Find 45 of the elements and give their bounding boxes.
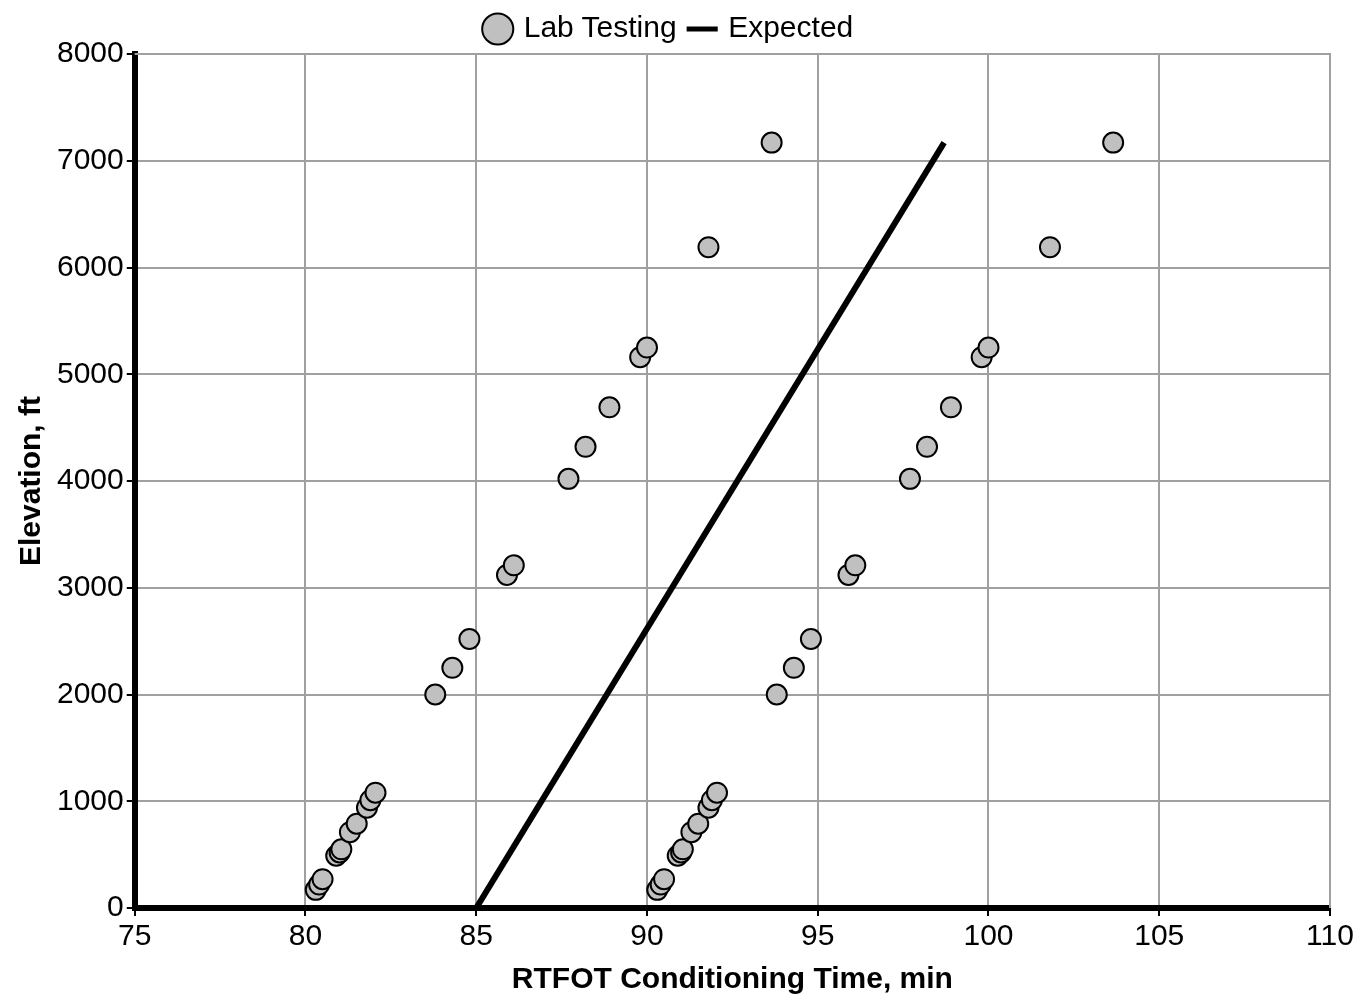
y-tick-label: 8000 [56, 35, 124, 69]
point [799, 627, 822, 650]
point [574, 435, 597, 458]
point [977, 336, 1000, 359]
point [898, 467, 921, 490]
y-tick-label: 1000 [56, 782, 124, 816]
point [557, 467, 580, 490]
point [458, 627, 481, 650]
point [502, 554, 525, 577]
point [364, 781, 387, 804]
y-tick-label: 4000 [56, 462, 124, 496]
y-tick-label: 3000 [56, 569, 124, 603]
point [939, 396, 962, 419]
point [1102, 131, 1125, 154]
x-tick-label: 80 [288, 918, 323, 952]
point [653, 868, 676, 891]
y-axis-title: Elevation, ft [13, 395, 47, 567]
y-tick-label: 5000 [56, 355, 124, 389]
x-tick-label: 85 [459, 918, 493, 952]
point [441, 656, 464, 679]
point [311, 868, 334, 891]
point [1038, 236, 1061, 259]
x-tick-label: 100 [963, 918, 1014, 952]
x-axis-title: RTFOT Conditioning Time, min [511, 961, 953, 995]
point [345, 812, 368, 835]
x-tick-label: 110 [1306, 918, 1354, 952]
y-tick-label: 7000 [56, 142, 124, 176]
point [782, 656, 805, 679]
point [424, 683, 447, 706]
point [706, 781, 728, 804]
point [760, 131, 783, 154]
point [687, 812, 710, 835]
y-tick-label: 6000 [56, 248, 124, 282]
x-tick-label: 105 [1134, 918, 1185, 952]
x-tick-label: 90 [630, 918, 664, 952]
y-tick-label: 2000 [56, 675, 124, 709]
point [635, 336, 658, 359]
point [844, 554, 867, 577]
point [697, 236, 720, 259]
legend-label: Lab Testing [523, 10, 677, 44]
point [598, 396, 621, 419]
point [765, 683, 788, 706]
point [916, 435, 939, 458]
x-tick-label: 95 [801, 918, 835, 952]
legend-label: Expected [728, 10, 854, 44]
